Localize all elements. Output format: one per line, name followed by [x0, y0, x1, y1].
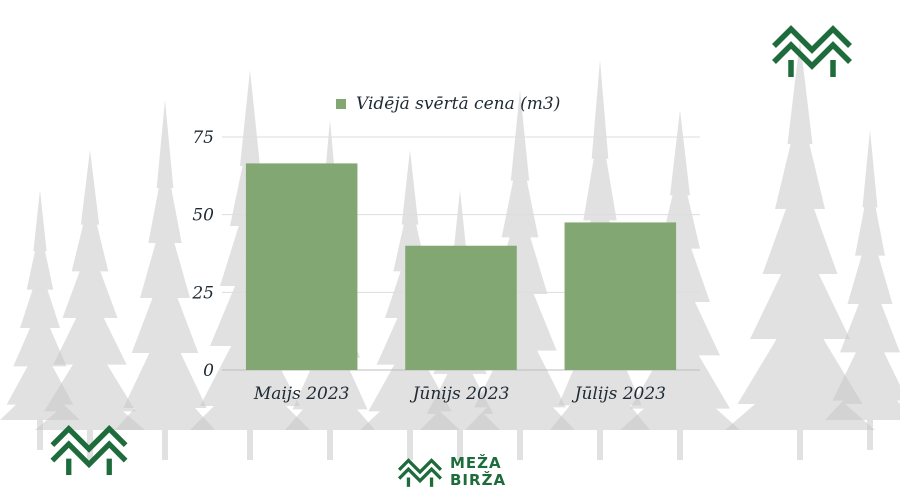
x-tick-label: Maijs 2023 [253, 384, 350, 404]
bar [245, 163, 358, 370]
brand-logo: MEŽA BIRŽA [398, 452, 506, 492]
x-tick-label: Jūlijs 2023 [572, 384, 666, 404]
legend-label: Vidējā svērtā cena (m3) [356, 94, 560, 114]
brand-line-2: BIRŽA [450, 471, 507, 489]
forest-logo-icon [398, 458, 442, 487]
y-tick-label: 75 [192, 128, 214, 148]
y-tick-label: 0 [203, 361, 214, 381]
brand-line-1: MEŽA [450, 454, 502, 472]
bar [564, 222, 677, 370]
y-axis-ticks: 0 25 50 75 [191, 128, 214, 381]
y-tick-label: 50 [192, 206, 214, 226]
legend: Vidējā svērtā cena (m3) [336, 94, 560, 114]
forest-logo-icon [50, 424, 128, 476]
forest-logo-icon [772, 25, 852, 77]
background-tree [0, 190, 80, 450]
bar [405, 245, 517, 370]
brand-name: MEŽA BIRŽA [450, 455, 506, 489]
bar-series [245, 163, 677, 370]
legend-swatch [336, 99, 346, 109]
background-tree [115, 100, 215, 460]
y-tick-label: 25 [191, 283, 214, 303]
x-tick-label: Jūnijs 2023 [410, 384, 510, 404]
background-tree [825, 130, 900, 450]
x-axis-ticks: Maijs 2023 Jūnijs 2023 Jūlijs 2023 [253, 384, 666, 404]
